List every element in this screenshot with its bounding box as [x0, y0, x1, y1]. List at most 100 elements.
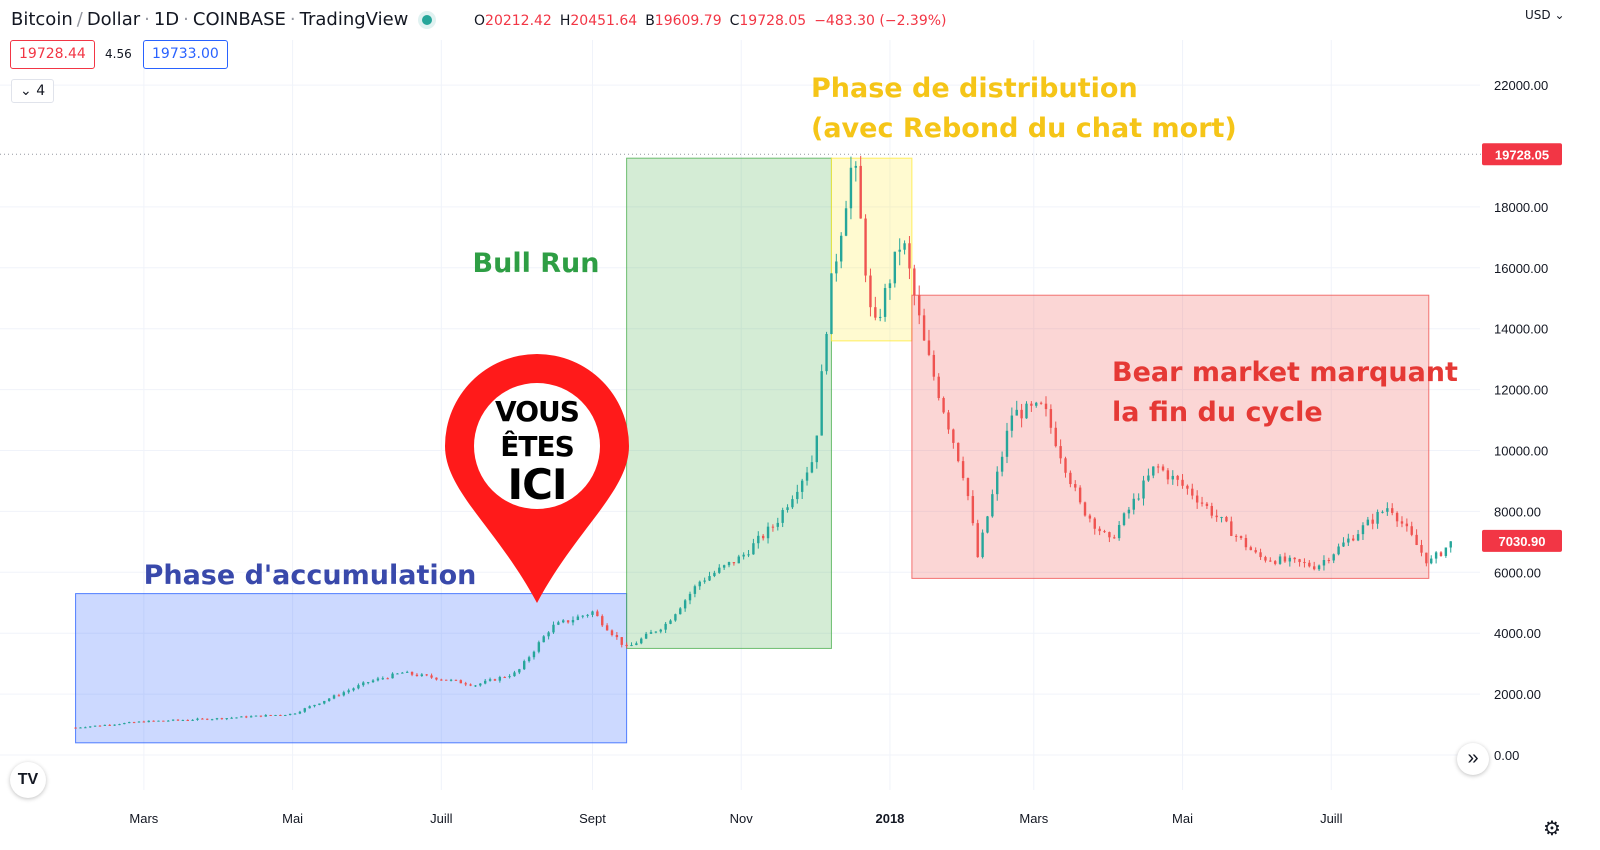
candle-body: [976, 523, 979, 558]
tradingview-logo-icon[interactable]: TV: [10, 762, 46, 798]
candle-body: [245, 716, 248, 718]
y-tick-label: 16000.00: [1494, 261, 1548, 276]
candle-body: [440, 679, 443, 681]
candle-body: [430, 675, 433, 678]
candle-body: [1020, 409, 1023, 419]
zone-bear-market: [911, 294, 1430, 579]
candle-body: [922, 315, 926, 341]
candle-body: [444, 679, 448, 681]
candle-body: [679, 608, 682, 615]
candle-body: [113, 724, 116, 726]
candle-body: [1186, 485, 1189, 489]
candle-body: [123, 722, 126, 725]
candle-body: [167, 720, 170, 722]
candle-body: [210, 719, 214, 721]
candle-body: [162, 720, 165, 722]
candle-body: [918, 295, 921, 316]
candle-body: [1317, 565, 1321, 570]
grid-layer: [0, 40, 1480, 790]
candle-body: [630, 645, 633, 647]
candle-body: [1337, 546, 1340, 555]
candle-body: [103, 724, 107, 726]
low-label: B: [645, 13, 655, 29]
candle-body: [805, 472, 809, 481]
label-accumulation: Phase d'accumulation: [144, 560, 477, 591]
candle-body: [815, 435, 819, 463]
candle-body: [1059, 446, 1062, 459]
candle-body: [362, 682, 365, 686]
x-tick-label: Mai: [282, 811, 303, 826]
candle-body: [1327, 560, 1331, 562]
x-tick-label: Juill: [430, 811, 453, 826]
candle-body: [469, 684, 472, 686]
candle-body: [1142, 480, 1145, 499]
candle-body: [1117, 525, 1121, 539]
candle-body: [1239, 536, 1243, 539]
candle-body: [644, 633, 648, 639]
candle-body: [966, 478, 970, 497]
candle-body: [1420, 544, 1423, 553]
candle-body: [484, 680, 487, 684]
currency-selector[interactable]: USD ⌄: [1525, 8, 1565, 22]
candle-body: [206, 718, 209, 720]
candle-body: [796, 491, 799, 500]
candle-body: [235, 717, 238, 719]
candle-body: [810, 462, 814, 473]
candle-body: [903, 243, 906, 250]
candle-body: [693, 586, 697, 594]
candle-body: [947, 412, 950, 430]
candle-body: [1030, 403, 1033, 406]
candle-body: [152, 720, 155, 722]
zone-accumulation: [75, 593, 628, 744]
zone-bull-run: [626, 157, 832, 649]
candle-body: [1395, 512, 1399, 522]
candle-body: [1220, 517, 1223, 519]
candle-body: [1147, 475, 1150, 481]
chevrons-right-icon[interactable]: »: [1457, 743, 1489, 775]
candle-body: [937, 376, 940, 399]
candle-body: [313, 704, 316, 707]
symbol-title[interactable]: Bitcoin / Dollar · 1D · COINBASE · TradingView: [11, 9, 450, 30]
buy-button[interactable]: 19733.00: [143, 40, 228, 69]
candle-body: [1234, 535, 1238, 537]
label-distribution-line1: Phase de distribution: [811, 73, 1138, 104]
sell-button[interactable]: 19728.44: [10, 40, 95, 69]
candle-body: [562, 620, 565, 623]
label-bear-line1: Bear market marquant: [1112, 357, 1458, 388]
candle-body: [1064, 458, 1067, 473]
candle-body: [722, 565, 726, 568]
exchange-label: COINBASE: [192, 9, 286, 30]
candles-layer: [74, 155, 1452, 729]
y-tick-label: 18000.00: [1494, 200, 1548, 215]
gear-icon[interactable]: ⚙: [1543, 818, 1561, 840]
candle-body: [396, 673, 399, 675]
candle-body: [1434, 552, 1438, 559]
candle-body: [298, 711, 302, 714]
candle-body: [703, 580, 706, 582]
candle-body: [527, 657, 531, 662]
candle-body: [1122, 513, 1126, 526]
labels-layer: 19728.05 7030.90 Phase d'accumulation Bull …: [0, 73, 1562, 591]
candle-body: [883, 288, 887, 317]
candle-body: [1449, 541, 1452, 548]
candle-body: [1308, 562, 1311, 567]
candle-body: [1259, 552, 1262, 558]
candle-body: [215, 718, 219, 720]
candle-body: [1181, 479, 1184, 486]
candle-body: [537, 642, 541, 652]
candle-body: [596, 611, 599, 617]
candle-body: [732, 562, 736, 564]
candle-body: [1088, 515, 1092, 519]
candle-body: [649, 632, 653, 634]
indicators-toggle[interactable]: ⌄ 4: [11, 79, 55, 103]
ohlc-values: O20212.42 H20451.64 B19609.79 C19728.05 −483…: [474, 13, 955, 29]
candle-body: [1425, 552, 1428, 564]
candle-body: [523, 661, 526, 670]
candle-body: [1278, 556, 1282, 564]
candle-body: [176, 719, 180, 721]
candle-body: [996, 471, 999, 495]
candle-body: [1313, 566, 1316, 570]
candle-body: [454, 679, 458, 681]
candle-body: [844, 208, 848, 236]
